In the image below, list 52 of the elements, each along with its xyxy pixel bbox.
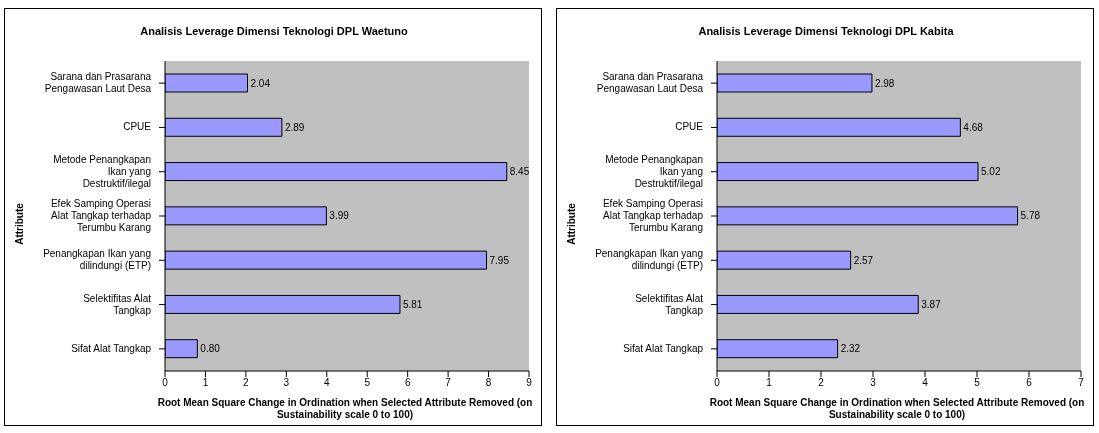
x-tick-label: 4 bbox=[324, 377, 330, 389]
y-tick-label: CPUE bbox=[675, 121, 704, 133]
y-axis-title: Attribute bbox=[13, 203, 25, 245]
x-tick-label: 5 bbox=[364, 377, 371, 389]
y-tick-label: Sifat Alat Tangkap bbox=[623, 342, 704, 354]
data-label: 5.78 bbox=[1020, 210, 1041, 222]
x-tick-label: 6 bbox=[404, 377, 411, 389]
x-tick-label: 1 bbox=[766, 377, 773, 389]
y-tick-label: Efek Samping Operasi Alat Tangkap terhadap Terumbu Karang bbox=[602, 197, 704, 233]
y-tick-label: Selektifitas Alat Tangkap bbox=[83, 292, 152, 316]
x-tick-label: 6 bbox=[1026, 377, 1033, 389]
y-tick-label: Sarana dan Prasarana Pengawasan Laut Desa bbox=[44, 70, 152, 94]
y-axis-title: Attribute bbox=[565, 203, 577, 245]
x-tick-label: 7 bbox=[445, 377, 452, 389]
y-tick-label: Metode Penangkapan Ikan yang Destruktif/ilegal bbox=[53, 153, 151, 189]
data-label: 2.57 bbox=[853, 254, 874, 266]
x-axis-title: Root Mean Square Change in Ordination when Selected Attribute Removed (on Sustainability scale 0 to 100) bbox=[156, 397, 534, 421]
data-label: 2.98 bbox=[874, 77, 895, 89]
data-label: 3.99 bbox=[329, 210, 350, 222]
x-tick-label: 0 bbox=[162, 377, 169, 389]
chart-title: Analisis Leverage Dimensi Teknologi DPL Waetuno bbox=[139, 25, 409, 37]
y-tick-label: Selektifitas Alat Tangkap bbox=[635, 292, 704, 316]
data-label: 4.68 bbox=[963, 121, 984, 133]
x-tick-label: 3 bbox=[870, 377, 877, 389]
data-label: 5.81 bbox=[402, 298, 423, 310]
data-label: 8.45 bbox=[509, 166, 530, 178]
x-tick-label: 8 bbox=[485, 377, 492, 389]
x-tick-label: 1 bbox=[202, 377, 209, 389]
y-tick-label: Metode Penangkapan Ikan yang Destruktif/ilegal bbox=[605, 153, 703, 189]
x-tick-label: 7 bbox=[1078, 377, 1085, 389]
x-tick-label: 9 bbox=[526, 377, 533, 389]
y-tick-label: Penangkapan Ikan yang dilindungi (ETP) bbox=[43, 247, 151, 271]
data-label: 0.80 bbox=[200, 343, 221, 355]
data-label: 5.02 bbox=[981, 166, 1001, 178]
data-label: 3.87 bbox=[921, 298, 942, 310]
x-tick-label: 4 bbox=[922, 377, 929, 389]
x-axis-title: Root Mean Square Change in Ordination when Selected Attribute Removed (on Sustainability scale 0 to 100) bbox=[708, 397, 1086, 421]
x-tick-label: 3 bbox=[283, 377, 290, 389]
x-tick-label: 0 bbox=[714, 377, 721, 389]
y-tick-label: Efek Samping Operasi Alat Tangkap terhadap Terumbu Karang bbox=[50, 197, 152, 233]
y-tick-label: Penangkapan Ikan yang dilindungi (ETP) bbox=[595, 247, 703, 271]
data-label: 2.89 bbox=[284, 121, 305, 133]
data-label: 2.04 bbox=[250, 77, 271, 89]
y-tick-label: Sifat Alat Tangkap bbox=[71, 342, 152, 354]
data-label: 7.95 bbox=[489, 254, 510, 266]
y-tick-label: CPUE bbox=[123, 121, 152, 133]
x-tick-label: 5 bbox=[974, 377, 981, 389]
x-tick-label: 2 bbox=[818, 377, 825, 389]
x-tick-label: 2 bbox=[243, 377, 250, 389]
y-tick-label: Sarana dan Prasarana Pengawasan Laut Desa bbox=[596, 70, 704, 94]
chart-title: Analisis Leverage Dimensi Teknologi DPL Kabita bbox=[697, 25, 955, 37]
data-label: 2.32 bbox=[840, 343, 861, 355]
